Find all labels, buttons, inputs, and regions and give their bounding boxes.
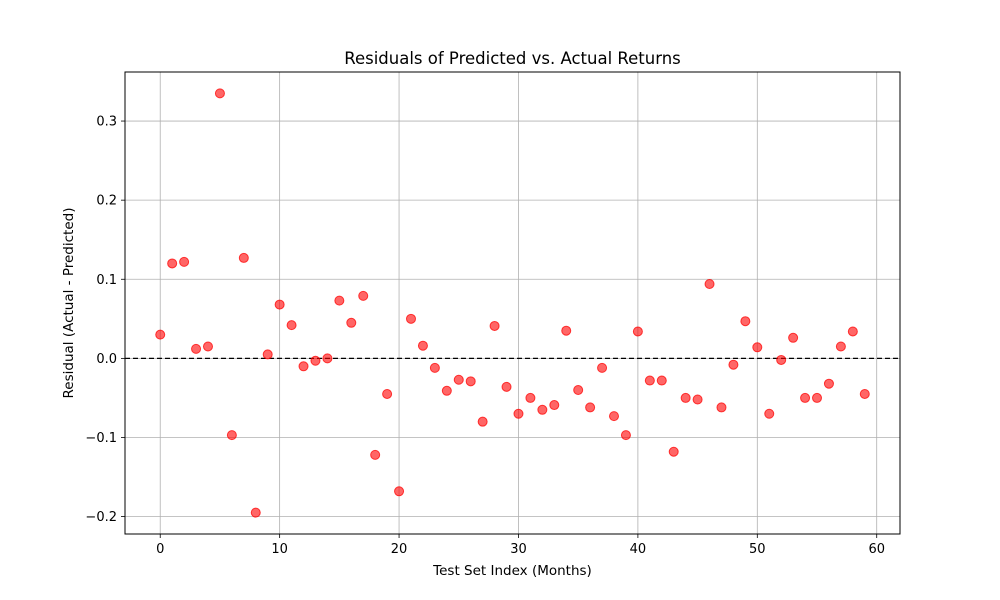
scatter-point: [226, 430, 237, 441]
scatter-point: [310, 355, 321, 366]
data-points: [155, 88, 870, 518]
scatter-point: [417, 340, 428, 351]
scatter-point: [513, 408, 524, 419]
chart-title: Residuals of Predicted vs. Actual Return…: [344, 49, 681, 68]
scatter-point: [585, 402, 596, 413]
y-tick-label: −0.2: [85, 510, 117, 525]
scatter-point: [704, 279, 715, 290]
x-tick-label: 50: [749, 542, 766, 557]
scatter-point: [191, 343, 202, 354]
scatter-point: [632, 326, 643, 337]
scatter-point: [597, 362, 608, 373]
y-tick-label: 0.1: [96, 273, 117, 288]
scatter-point: [179, 256, 190, 267]
y-tick-label: 0.3: [96, 115, 117, 130]
scatter-point: [776, 354, 787, 365]
x-tick-label: 30: [510, 542, 527, 557]
scatter-point: [465, 376, 476, 387]
scatter-point: [847, 326, 858, 337]
scatter-point: [262, 349, 273, 360]
scatter-point: [525, 392, 536, 403]
scatter-point: [334, 295, 345, 306]
scatter-point: [752, 342, 763, 353]
scatter-point: [250, 507, 261, 518]
scatter-point: [358, 290, 369, 301]
scatter-point: [835, 341, 846, 352]
scatter-point: [573, 385, 584, 396]
scatter-point: [286, 320, 297, 331]
scatter-point: [155, 329, 166, 340]
scatter-point: [167, 258, 178, 269]
scatter-point: [859, 388, 870, 399]
plot-frame: [124, 71, 901, 535]
scatter-point: [656, 375, 667, 386]
scatter-point: [692, 394, 703, 405]
scatter-point: [274, 299, 285, 310]
scatter-point: [214, 88, 225, 99]
scatter-point: [680, 392, 691, 403]
scatter-point: [441, 385, 452, 396]
y-axis-label: Residual (Actual - Predicted): [61, 208, 77, 399]
x-tick-label: 20: [391, 542, 408, 557]
scatter-point: [429, 362, 440, 373]
scatter-point: [788, 332, 799, 343]
scatter-point: [382, 388, 393, 399]
scatter-point: [823, 378, 834, 389]
scatter-point: [346, 317, 357, 328]
scatter-point: [238, 252, 249, 263]
scatter-point: [644, 375, 655, 386]
scatter-point: [453, 374, 464, 385]
x-tick-label: 60: [868, 542, 885, 557]
scatter-point: [537, 404, 548, 415]
scatter-point: [716, 402, 727, 413]
scatter-point: [764, 408, 775, 419]
scatter-point: [728, 359, 739, 370]
scatter-point: [812, 392, 823, 403]
y-tick-label: 0.2: [96, 194, 117, 209]
x-axis-ticks: 0 10 20 30 40 50 60: [156, 534, 885, 557]
scatter-point: [477, 416, 488, 427]
y-tick-label: −0.1: [85, 431, 117, 446]
scatter-point: [549, 400, 560, 411]
scatter-point: [405, 313, 416, 324]
scatter-point: [668, 446, 679, 457]
scatter-point: [740, 316, 751, 327]
scatter-point: [609, 411, 620, 422]
x-tick-label: 40: [630, 542, 647, 557]
scatter-point: [202, 341, 213, 352]
y-tick-label: 0.0: [96, 352, 117, 367]
x-axis-label: Test Set Index (Months): [432, 563, 592, 579]
y-axis-ticks: −0.2 −0.1 0.0 0.1 0.2 0.3: [85, 115, 125, 525]
scatter-point: [501, 381, 512, 392]
scatter-point: [489, 320, 500, 331]
scatter-point: [322, 353, 333, 364]
scatter-point: [394, 486, 405, 497]
x-tick-label: 10: [271, 542, 288, 557]
scatter-point: [620, 430, 631, 441]
scatter-point: [800, 392, 811, 403]
grid: [125, 72, 900, 534]
scatter-point: [370, 449, 381, 460]
x-tick-label: 0: [156, 542, 164, 557]
scatter-point: [561, 325, 572, 336]
scatter-point: [298, 361, 309, 372]
